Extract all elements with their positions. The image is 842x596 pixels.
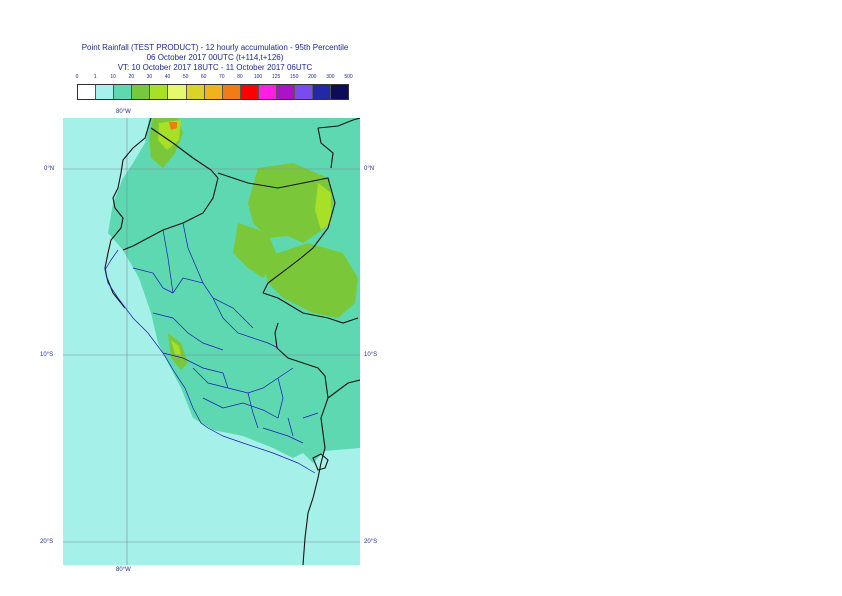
graticule: [63, 118, 360, 565]
bolivia-brazil-border: [327, 379, 360, 399]
intense-rainfall-spot: [169, 122, 177, 130]
lat-label-right-0: 0°N: [364, 166, 375, 172]
lat-label-left-0: 0°N: [44, 166, 55, 172]
lat-label-right-20: 20°S: [364, 539, 378, 545]
legend-swatch: [277, 85, 296, 99]
legend-label: 70: [219, 74, 225, 80]
legend-swatch: [96, 85, 115, 99]
admin-line: [162, 222, 204, 294]
regional-boundaries: [104, 222, 319, 474]
legend-label: 0: [75, 74, 79, 80]
peru-chile-border: [302, 477, 319, 565]
legend-swatch: [222, 85, 241, 99]
model-run: 06 October 2017 00UTC (t+114,t+126): [146, 53, 284, 62]
lat-label-left-10: 10°S: [40, 352, 54, 358]
legend-label: 30: [146, 74, 153, 80]
legend-label: 100: [253, 74, 263, 80]
rainfall-map: [63, 118, 360, 565]
valid-time: VT: 10 October 2017 18UTC - 11 October 2…: [117, 63, 313, 72]
lat-label-left-20: 20°S: [40, 539, 54, 545]
admin-line: [262, 412, 319, 444]
very-heavy-rainfall-patch: [171, 340, 181, 356]
legend-swatch: [240, 85, 259, 99]
heavy-rainfall-patch: [263, 243, 358, 318]
legend-swatch: [186, 85, 205, 99]
legend-swatch: [150, 85, 169, 99]
northern-border: [317, 118, 360, 169]
legend-label: 60: [200, 74, 207, 80]
color-legend: 0 1 10 20 30 40 50 60 70 80 100 125 150 200 300 500: [76, 74, 353, 100]
legend-swatch: [78, 85, 97, 99]
legend-label: 10: [110, 74, 116, 80]
legend-swatch: [132, 85, 151, 99]
legend-swatch: [204, 85, 223, 99]
legend-label: 1: [93, 74, 97, 80]
legend-label: 300: [326, 74, 335, 80]
lon-label-bottom: 80°W: [116, 567, 131, 573]
legend-label: 500: [344, 74, 353, 80]
legend-label: 150: [290, 74, 299, 80]
peru-brazil-border: [262, 292, 359, 324]
legend-swatches: [77, 84, 350, 100]
peru-bolivia-border: [274, 322, 329, 479]
admin-line: [152, 312, 224, 374]
legend-label: 80: [237, 74, 243, 80]
legend-swatch: [114, 85, 133, 99]
admin-line: [202, 377, 284, 429]
legend-swatch: [313, 85, 332, 99]
legend-swatch: [168, 85, 187, 99]
admin-line: [132, 267, 254, 329]
legend-swatch: [258, 85, 278, 99]
legend-swatch: [295, 85, 314, 99]
legend-label: 200: [308, 74, 317, 80]
lon-label-top: 80°W: [116, 109, 131, 115]
peru-coastline: [104, 249, 316, 474]
colombia-peru-brazil-border: [217, 172, 336, 294]
lake-titicaca: [312, 453, 329, 471]
admin-line: [212, 297, 279, 349]
ecuador-peru-border: [122, 177, 219, 251]
legend-swatch: [331, 85, 349, 99]
map-title: Point Rainfall (TEST PRODUCT) - 12 hourl…: [81, 43, 349, 52]
heavy-rainfall-patch: [248, 163, 333, 243]
national-borders: [104, 118, 360, 565]
legend-label: 50: [182, 74, 189, 80]
legend-label: 20: [128, 74, 135, 80]
lat-label-right-10: 10°S: [364, 352, 378, 358]
very-heavy-rainfall-patch: [315, 183, 331, 230]
legend-label: 40: [164, 74, 171, 80]
legend-label: 125: [271, 74, 281, 80]
colombia-ecuador-border: [150, 127, 219, 179]
